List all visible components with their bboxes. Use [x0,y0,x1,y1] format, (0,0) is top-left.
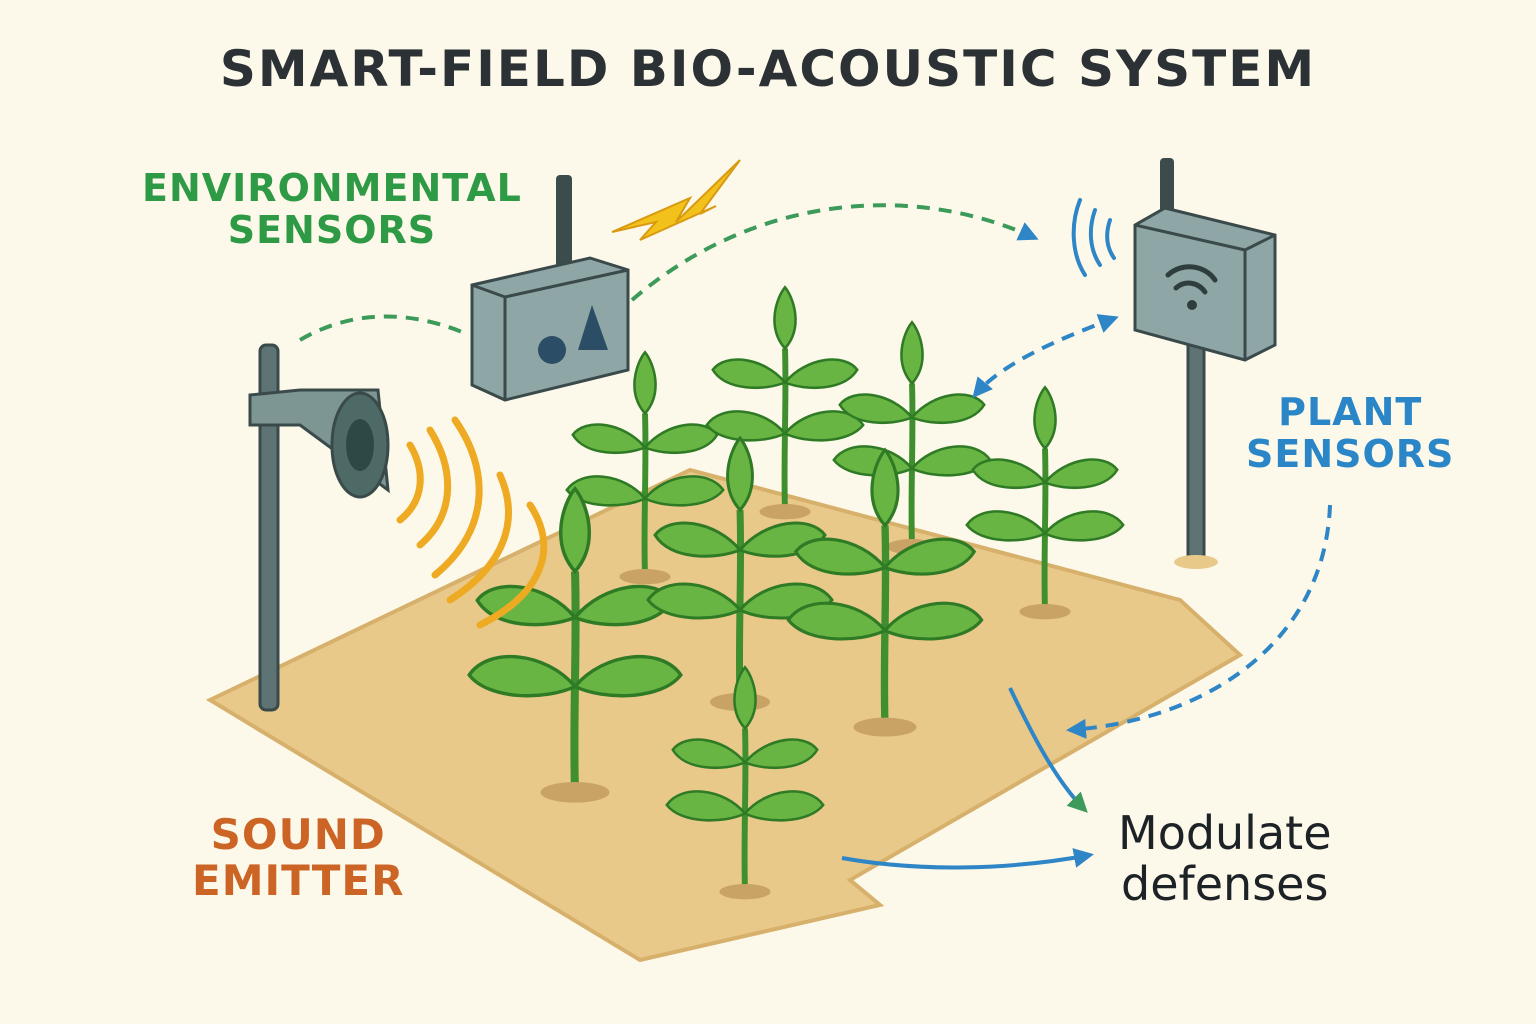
label-modulate-defenses: Modulate defenses [1118,808,1332,909]
speaker-icon [248,343,390,712]
label-line: SOUND [210,810,386,859]
label-environmental-sensors: ENVIRONMENTAL SENSORS [142,166,522,252]
label-sound-emitter: SOUND EMITTER [192,810,405,906]
soil-field [205,467,1244,963]
label-line: ENVIRONMENTAL [142,166,522,210]
label-plant-sensors: PLANT SENSORS [1246,390,1455,476]
arrow-field-to-modulate [1008,687,1088,813]
link-sensor-to-plants [972,314,1119,399]
label-line: defenses [1121,856,1329,911]
label-line: SENSORS [227,207,437,252]
sensor-box-icon [470,175,630,402]
link-sensor-to-field [1066,504,1332,739]
link-env-to-plant-sensor [630,203,1039,302]
lightning-icon [611,159,741,241]
label-line: EMITTER [192,856,405,906]
sound-waves [396,416,548,629]
diagram-title: SMART-FIELD BIO-ACOUSTIC SYSTEM [219,40,1317,98]
link-emitter-to-env [298,314,463,342]
arrow-plant-to-modulate [841,848,1094,870]
label-line: Modulate [1118,806,1332,860]
wifi-sensor-icon [1133,158,1277,569]
label-line: SENSORS [1246,431,1455,476]
label-line: PLANT [1278,390,1423,434]
wireless-waves [1071,198,1116,277]
